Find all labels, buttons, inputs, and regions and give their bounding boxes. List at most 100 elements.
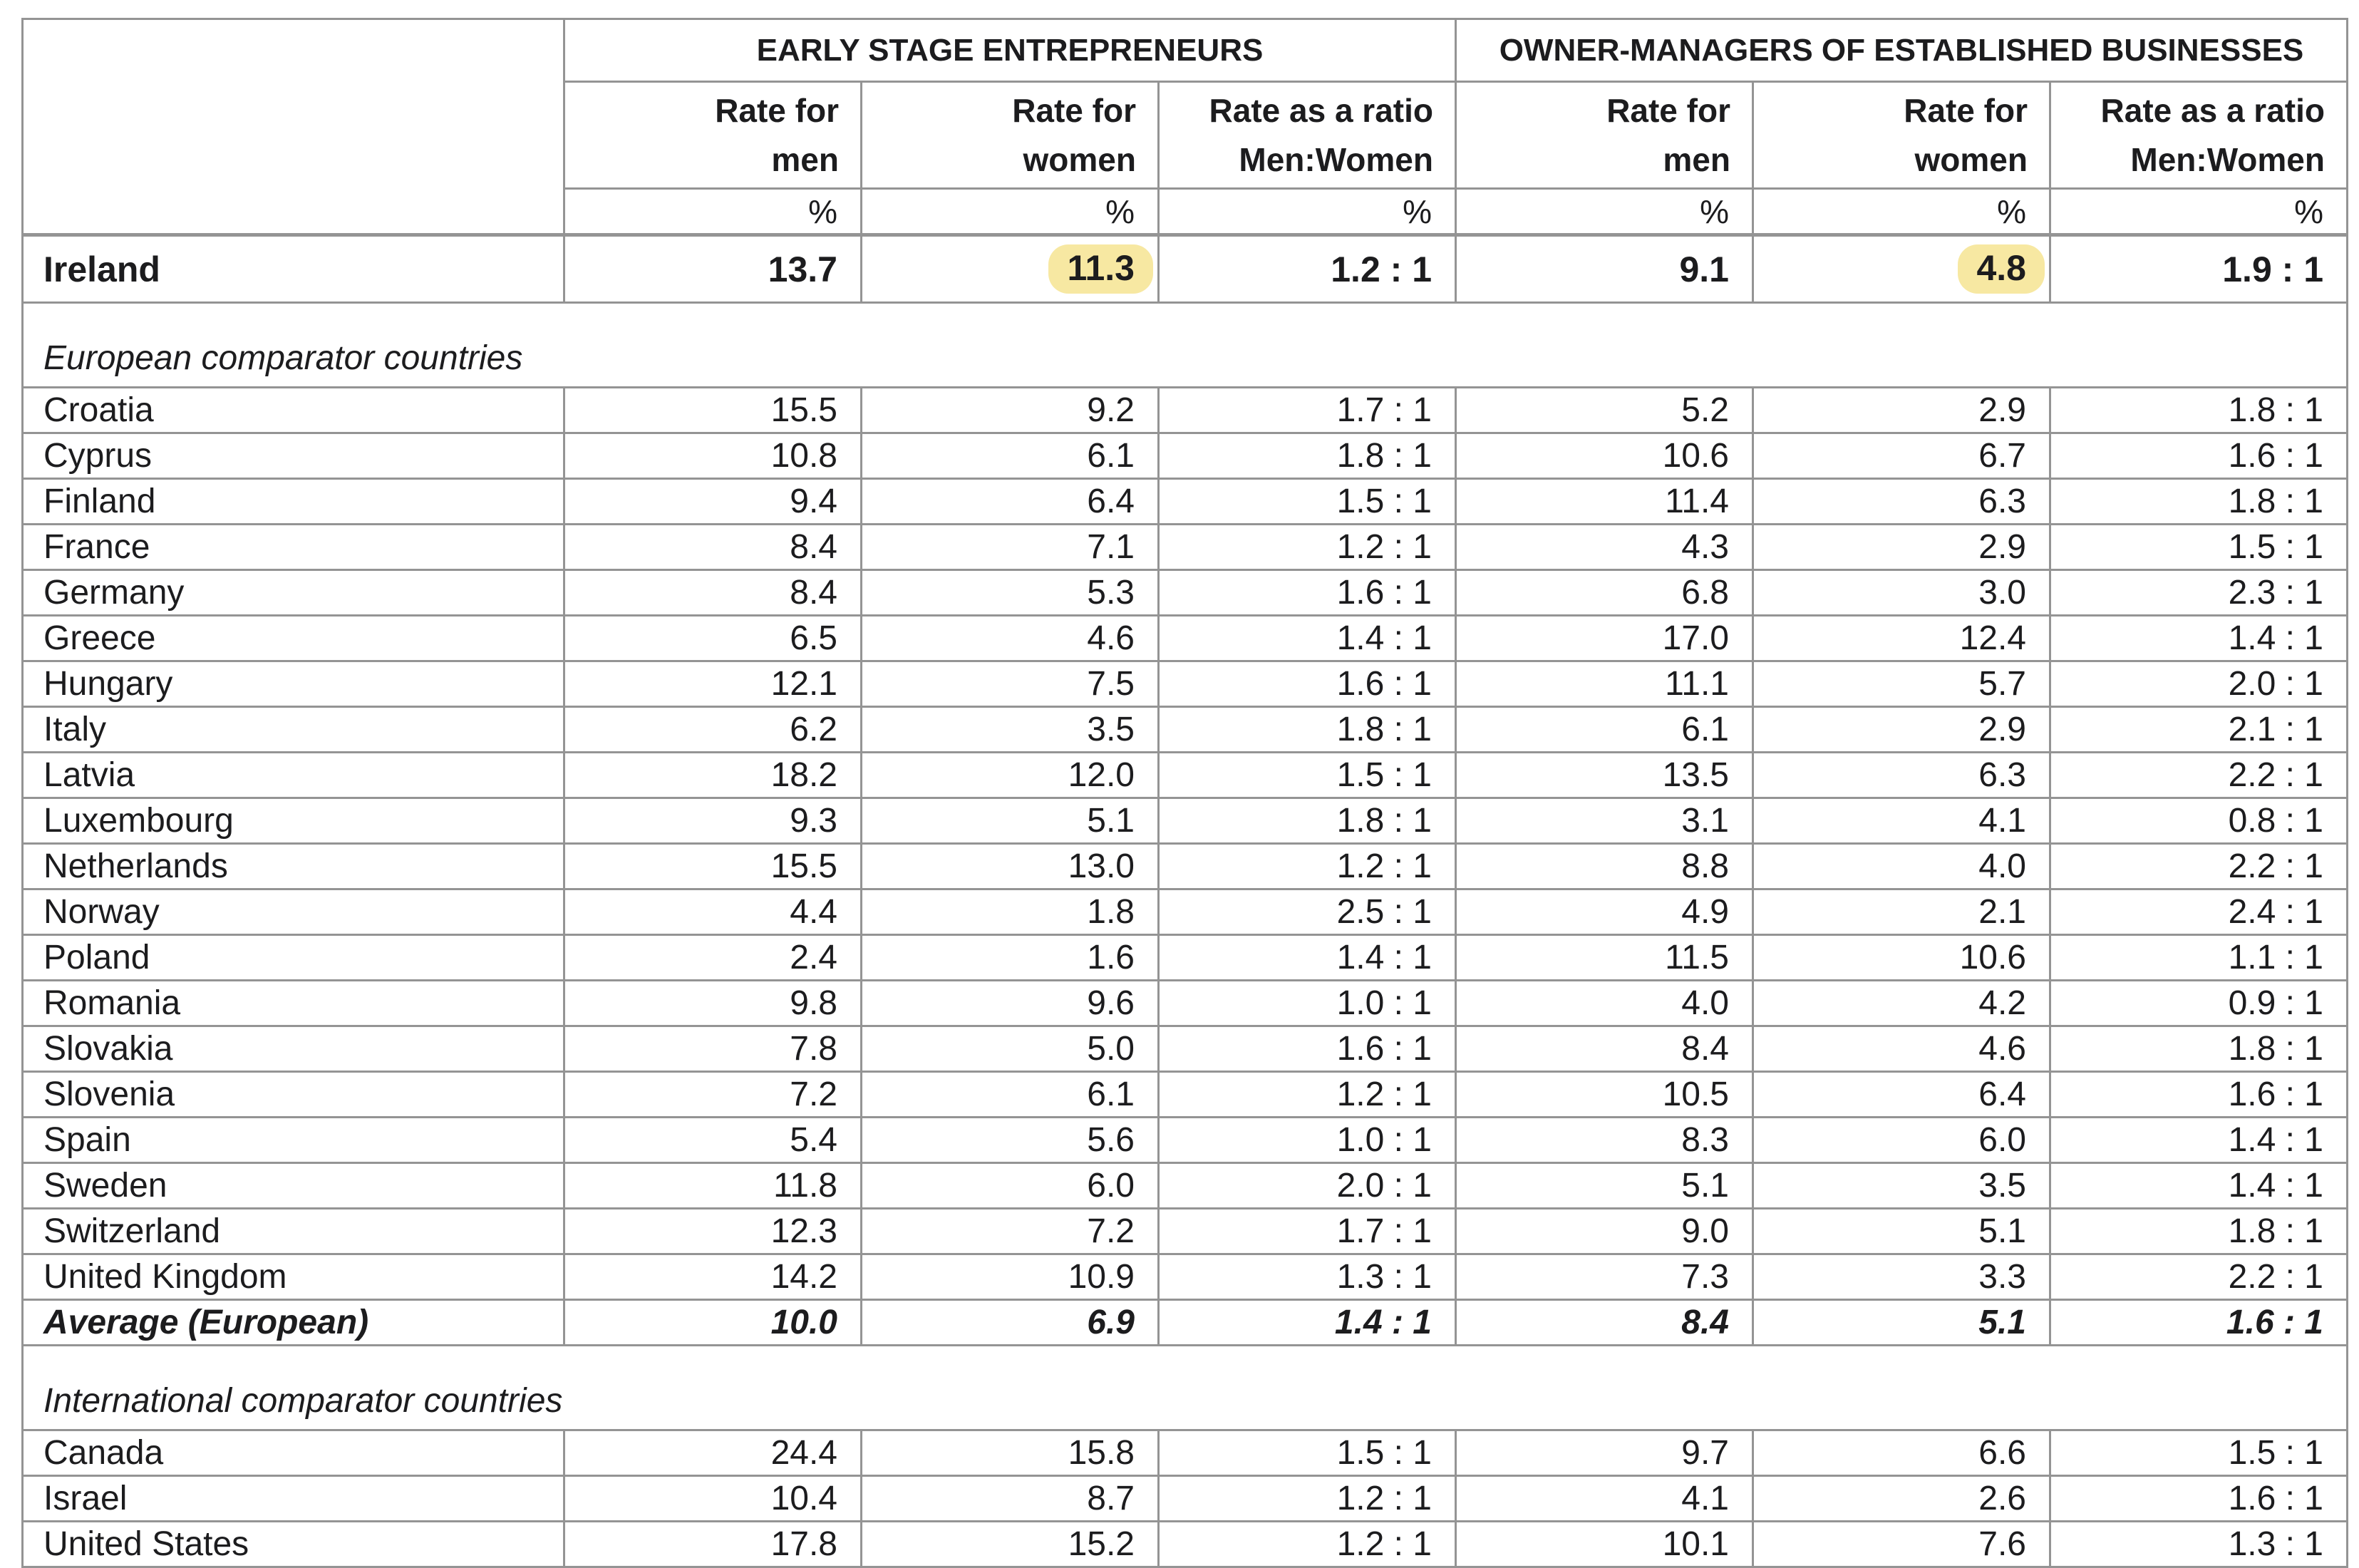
value-cell: 5.0 bbox=[860, 1025, 1160, 1073]
value-cell: 12.4 bbox=[1752, 614, 2051, 662]
country-cell: Germany bbox=[21, 569, 565, 617]
value-cell: 11.4 bbox=[1455, 478, 1754, 525]
column-header-row: Rate for men Rate for women Rate as a rati… bbox=[23, 81, 2348, 190]
highlight-pill: 4.8 bbox=[1958, 244, 2045, 294]
value-cell: 10.4 bbox=[563, 1475, 862, 1522]
table-row: United Kingdom 14.2 10.9 1.3 : 1 7.3 3.3 2.2 :… bbox=[21, 1253, 2348, 1301]
value-cell: 6.9 bbox=[860, 1299, 1160, 1346]
value-cell: 1.5 : 1 bbox=[2049, 1429, 2348, 1477]
value-cell: 1.2 : 1 bbox=[1157, 234, 1457, 304]
value-text: 9.1 bbox=[1679, 249, 1729, 289]
value-cell: 6.1 bbox=[1455, 706, 1754, 753]
gender-entrepreneurship-table: EARLY STAGE ENTREPRENEURS OWNER-MANAGERS… bbox=[21, 18, 2348, 1568]
value-cell: 8.8 bbox=[1455, 842, 1754, 890]
value-text: 11.3 bbox=[1067, 248, 1135, 288]
value-cell: 4.6 bbox=[1752, 1025, 2051, 1073]
country-cell: United Kingdom bbox=[21, 1253, 565, 1301]
unit-cell: % bbox=[860, 187, 1160, 237]
value-cell: 5.2 bbox=[1455, 386, 1754, 434]
value-cell: 5.1 bbox=[1752, 1207, 2051, 1255]
rates-table-container: EARLY STAGE ENTREPRENEURS OWNER-MANAGERS… bbox=[21, 18, 2348, 1568]
value-cell: 2.9 bbox=[1752, 523, 2051, 571]
value-cell: 1.4 : 1 bbox=[2049, 614, 2348, 662]
value-cell: 5.3 bbox=[860, 569, 1160, 617]
country-cell: Greece bbox=[21, 614, 565, 662]
country-cell: Switzerland bbox=[21, 1207, 565, 1255]
value-cell: 1.3 : 1 bbox=[2049, 1520, 2348, 1568]
col-header-rate-men-early: Rate for men bbox=[563, 81, 862, 190]
value-cell: 4.4 bbox=[563, 888, 862, 936]
value-cell: 1.6 bbox=[860, 934, 1160, 981]
value-cell: 9.6 bbox=[860, 979, 1160, 1027]
group-header-owner-managers: OWNER-MANAGERS OF ESTABLISHED BUSINESSES bbox=[1455, 18, 2348, 83]
value-cell: 6.6 bbox=[1752, 1429, 2051, 1477]
table-row: Finland 9.4 6.4 1.5 : 1 11.4 6.3 1.8 : 1 bbox=[21, 478, 2348, 525]
value-cell: 1.6 : 1 bbox=[2049, 1071, 2348, 1118]
value-cell: 5.6 bbox=[860, 1116, 1160, 1164]
table-row: Germany 8.4 5.3 1.6 : 1 6.8 3.0 2.3 : 1 bbox=[21, 569, 2348, 617]
value-cell: 1.0 : 1 bbox=[1157, 979, 1457, 1027]
value-cell: 10.9 bbox=[860, 1253, 1160, 1301]
table-row: Canada 24.4 15.8 1.5 : 1 9.7 6.6 1.5 : 1 bbox=[21, 1429, 2348, 1477]
value-cell: 7.5 bbox=[860, 660, 1160, 708]
table-row: Switzerland 12.3 7.2 1.7 : 1 9.0 5.1 1.8 : 1 bbox=[21, 1207, 2348, 1255]
value-cell: 6.1 bbox=[860, 1071, 1160, 1118]
col-header-line1: Rate for bbox=[1606, 91, 1730, 129]
value-cell: 1.5 : 1 bbox=[1157, 751, 1457, 799]
value-cell: 9.1 bbox=[1455, 234, 1754, 304]
value-cell: 2.4 bbox=[563, 934, 862, 981]
col-header-line1: Rate for bbox=[1012, 91, 1136, 129]
table-row: Poland 2.4 1.6 1.4 : 1 11.5 10.6 1.1 : 1 bbox=[21, 934, 2348, 981]
value-cell: 8.4 bbox=[563, 523, 862, 571]
value-cell: 4.0 bbox=[1752, 842, 2051, 890]
value-cell: 3.0 bbox=[1752, 569, 2051, 617]
value-cell: 1.2 : 1 bbox=[1157, 1071, 1457, 1118]
section-title: International comparator countries bbox=[21, 1344, 2348, 1431]
value-cell: 4.1 bbox=[1752, 797, 2051, 845]
value-cell: 1.4 : 1 bbox=[2049, 1116, 2348, 1164]
country-cell: Canada bbox=[21, 1429, 565, 1477]
table-row: Norway 4.4 1.8 2.5 : 1 4.9 2.1 2.4 : 1 bbox=[21, 888, 2348, 936]
col-header-line1: Rate as a ratio bbox=[1209, 91, 1433, 129]
value-cell: 6.3 bbox=[1752, 478, 2051, 525]
value-cell: 1.6 : 1 bbox=[1157, 1025, 1457, 1073]
value-cell: 10.0 bbox=[563, 1299, 862, 1346]
value-cell: 12.0 bbox=[860, 751, 1160, 799]
country-cell: Romania bbox=[21, 979, 565, 1027]
country-cell: France bbox=[21, 523, 565, 571]
value-cell: 15.2 bbox=[860, 1520, 1160, 1568]
value-cell: 2.9 bbox=[1752, 706, 2051, 753]
value-cell: 1.6 : 1 bbox=[2049, 432, 2348, 480]
value-cell: 1.8 : 1 bbox=[2049, 478, 2348, 525]
country-cell: Italy bbox=[21, 706, 565, 753]
value-cell: 8.4 bbox=[1455, 1299, 1754, 1346]
value-cell: 4.0 bbox=[1455, 979, 1754, 1027]
value-cell: 2.4 : 1 bbox=[2049, 888, 2348, 936]
group-header-row: EARLY STAGE ENTREPRENEURS OWNER-MANAGERS… bbox=[21, 18, 2348, 237]
value-cell: 6.0 bbox=[860, 1162, 1160, 1209]
value-cell: 2.0 : 1 bbox=[1157, 1162, 1457, 1209]
table-row: Sweden 11.8 6.0 2.0 : 1 5.1 3.5 1.4 : 1 bbox=[21, 1162, 2348, 1209]
value-cell: 1.4 : 1 bbox=[1157, 1299, 1457, 1346]
value-cell: 1.1 : 1 bbox=[2049, 934, 2348, 981]
value-cell: 9.3 bbox=[563, 797, 862, 845]
value-cell: 11.1 bbox=[1455, 660, 1754, 708]
section-row: International comparator countries bbox=[21, 1344, 2348, 1431]
value-cell: 1.2 : 1 bbox=[1157, 842, 1457, 890]
value-cell: 1.6 : 1 bbox=[2049, 1475, 2348, 1522]
value-cell: 4.9 bbox=[1455, 888, 1754, 936]
value-cell: 1.6 : 1 bbox=[1157, 660, 1457, 708]
value-cell: 8.7 bbox=[860, 1475, 1160, 1522]
value-cell: 9.2 bbox=[860, 386, 1160, 434]
value-cell: 2.2 : 1 bbox=[2049, 751, 2348, 799]
table-row: Romania 9.8 9.6 1.0 : 1 4.0 4.2 0.9 : 1 bbox=[21, 979, 2348, 1027]
average-row: Average (European) 10.0 6.9 1.4 : 1 8.4 5.1 1.… bbox=[21, 1299, 2348, 1346]
value-cell: 3.3 bbox=[1752, 1253, 2051, 1301]
table-row: Croatia 15.5 9.2 1.7 : 1 5.2 2.9 1.8 : 1 bbox=[21, 386, 2348, 434]
value-cell: 1.8 : 1 bbox=[1157, 432, 1457, 480]
country-rows-body: European comparator countries Croatia 15.5… bbox=[21, 301, 2348, 1568]
value-cell: 3.5 bbox=[1752, 1162, 2051, 1209]
country-cell: Luxembourg bbox=[21, 797, 565, 845]
value-cell: 7.6 bbox=[1752, 1520, 2051, 1568]
value-cell: 11.5 bbox=[1455, 934, 1754, 981]
